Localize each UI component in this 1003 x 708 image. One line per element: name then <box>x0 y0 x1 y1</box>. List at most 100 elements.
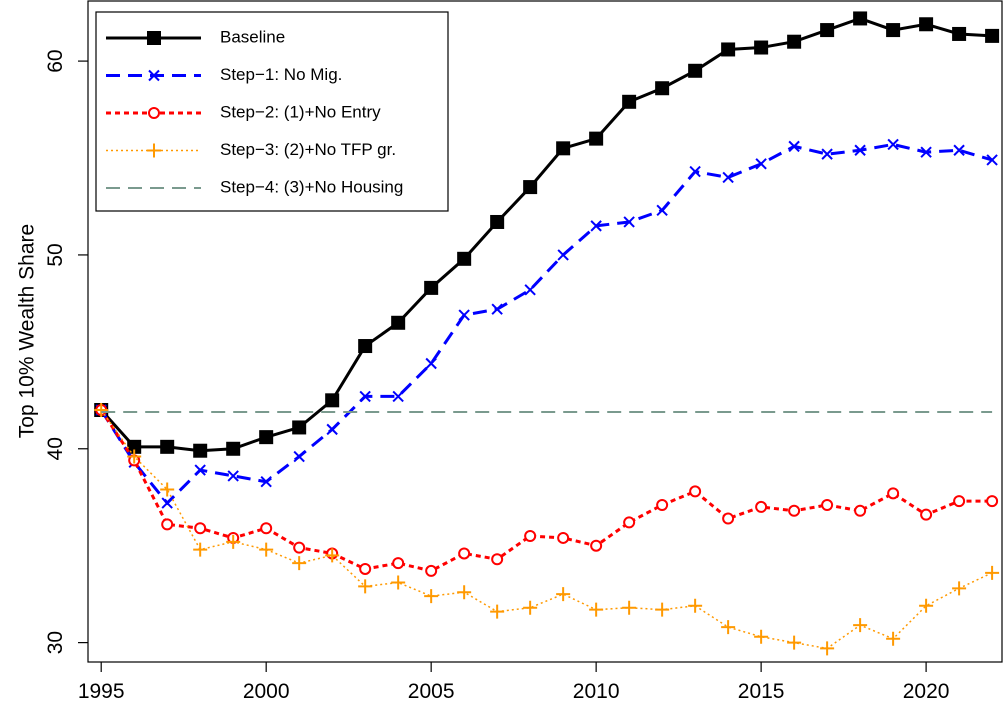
marker <box>820 23 835 38</box>
marker <box>391 575 406 590</box>
marker <box>557 249 569 261</box>
marker <box>226 534 241 549</box>
marker <box>952 581 967 596</box>
marker <box>919 17 934 32</box>
marker <box>688 63 703 78</box>
y-tick-label: 40 <box>44 437 67 460</box>
marker <box>853 618 868 633</box>
marker <box>920 508 933 521</box>
marker <box>458 309 470 321</box>
marker <box>94 403 109 418</box>
series-line <box>100 16 993 453</box>
marker <box>590 539 603 552</box>
legend-label: Step−4: (3)+No Housing <box>220 177 403 196</box>
marker <box>656 204 668 217</box>
marker <box>259 430 274 445</box>
marker <box>787 34 802 49</box>
marker <box>425 564 438 577</box>
x-tick-label: 2015 <box>738 680 785 703</box>
marker <box>722 512 735 525</box>
marker <box>755 158 767 170</box>
marker <box>953 495 966 508</box>
marker <box>148 69 160 82</box>
marker <box>754 40 769 55</box>
marker <box>325 548 340 563</box>
x-tick-label: 2000 <box>243 680 290 703</box>
marker <box>127 439 142 454</box>
legend-label: Baseline <box>220 27 285 46</box>
marker <box>358 579 373 594</box>
marker <box>754 629 769 644</box>
marker <box>854 504 867 517</box>
marker <box>194 464 206 476</box>
marker <box>589 131 604 146</box>
marker <box>358 339 373 354</box>
marker <box>986 154 998 166</box>
marker <box>161 518 174 531</box>
marker <box>556 141 571 156</box>
marker <box>655 81 670 96</box>
marker <box>326 423 338 436</box>
marker <box>148 107 160 119</box>
marker <box>689 485 702 498</box>
marker <box>985 565 1000 580</box>
marker <box>886 23 901 38</box>
marker <box>886 631 901 646</box>
marker <box>623 216 635 228</box>
marker <box>490 604 505 619</box>
marker <box>359 562 372 575</box>
series-line <box>99 142 993 506</box>
marker <box>919 598 934 613</box>
marker <box>227 470 239 482</box>
marker <box>853 11 868 26</box>
series-line <box>100 409 993 650</box>
marker <box>788 504 801 517</box>
marker <box>887 487 900 500</box>
marker <box>821 148 833 160</box>
legend-label: Step−2: (1)+No Entry <box>220 102 381 121</box>
marker <box>193 443 208 458</box>
marker <box>788 140 800 153</box>
marker <box>325 393 340 408</box>
marker <box>523 600 538 615</box>
y-tick-label: 50 <box>44 243 67 266</box>
marker <box>147 31 161 45</box>
x-tick-label: 1995 <box>78 680 125 703</box>
y-tick-label: 30 <box>44 631 67 654</box>
marker <box>392 557 405 570</box>
x-tick-label: 2005 <box>408 680 455 703</box>
marker <box>985 28 1000 43</box>
marker <box>490 214 505 229</box>
marker <box>391 315 406 330</box>
marker <box>721 42 736 57</box>
marker <box>623 516 636 529</box>
marker <box>656 498 669 511</box>
marker <box>722 171 734 184</box>
marker <box>260 476 272 488</box>
plot-frame <box>87 0 1003 663</box>
marker <box>854 144 866 156</box>
marker <box>293 450 305 463</box>
marker <box>821 498 834 511</box>
marker <box>160 439 175 454</box>
marker <box>952 26 967 41</box>
marker <box>721 620 736 635</box>
marker <box>920 146 932 158</box>
marker <box>887 138 899 151</box>
marker <box>359 390 371 403</box>
marker <box>293 541 306 554</box>
legend-label: Step−3: (2)+No TFP gr. <box>220 140 396 159</box>
marker <box>292 420 307 435</box>
marker <box>457 251 472 266</box>
marker <box>622 600 637 615</box>
marker <box>260 522 273 535</box>
legend-label: Step−1: No Mig. <box>220 65 342 84</box>
marker <box>689 165 701 178</box>
marker <box>193 542 208 557</box>
marker <box>655 602 670 617</box>
marker <box>523 180 538 195</box>
marker <box>424 280 439 295</box>
marker <box>491 553 504 566</box>
marker <box>458 547 471 560</box>
